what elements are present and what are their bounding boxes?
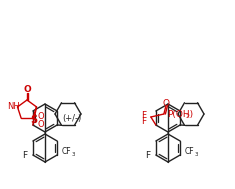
Text: F: F <box>141 118 146 126</box>
Text: CF: CF <box>185 147 195 156</box>
Text: 3: 3 <box>195 152 199 156</box>
Text: F: F <box>141 111 146 119</box>
Text: O: O <box>38 120 44 129</box>
Text: 2: 2 <box>186 115 190 119</box>
Text: O: O <box>38 112 44 121</box>
Text: S: S <box>30 115 37 125</box>
Text: F: F <box>145 152 151 160</box>
Text: O: O <box>23 85 31 94</box>
Text: NH: NH <box>7 102 20 111</box>
Text: (+/-): (+/-) <box>62 114 82 122</box>
Text: CF: CF <box>62 147 72 156</box>
Text: P(OH): P(OH) <box>167 111 193 119</box>
Text: O: O <box>162 98 169 108</box>
Text: 3: 3 <box>72 152 75 156</box>
Text: F: F <box>22 152 27 160</box>
